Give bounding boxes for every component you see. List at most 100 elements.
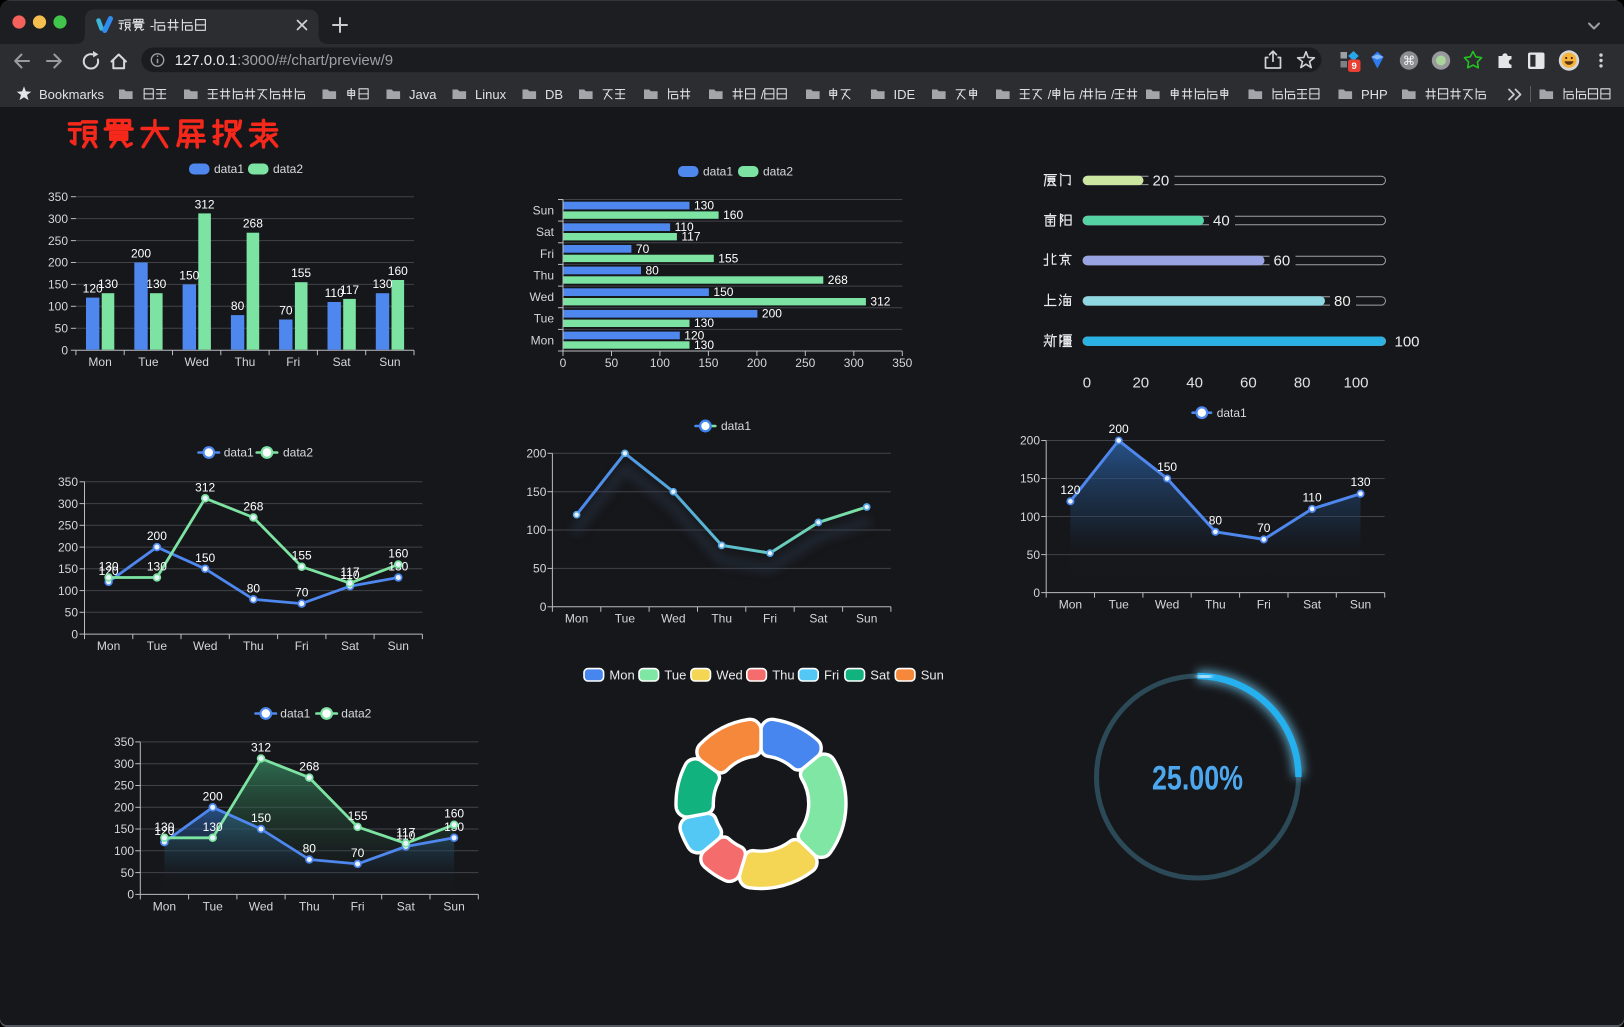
svg-text:130: 130 — [694, 316, 714, 330]
svg-text:130: 130 — [694, 338, 714, 352]
svg-text:IDE: IDE — [894, 87, 916, 102]
svg-text:Thu: Thu — [711, 612, 732, 626]
svg-text:117: 117 — [396, 825, 415, 839]
svg-text:/: / — [1079, 88, 1083, 102]
svg-text:117: 117 — [340, 283, 359, 297]
svg-text:0: 0 — [1083, 375, 1091, 392]
svg-text:150: 150 — [1157, 460, 1177, 474]
svg-text:data2: data2 — [763, 164, 793, 178]
svg-text:60: 60 — [1240, 375, 1257, 392]
svg-text:350: 350 — [892, 356, 912, 370]
svg-text:100: 100 — [58, 584, 78, 598]
svg-text:Mon: Mon — [153, 900, 176, 914]
svg-text:Sat: Sat — [536, 225, 555, 239]
svg-text:80: 80 — [231, 299, 245, 313]
svg-text:120: 120 — [154, 824, 174, 838]
svg-text:200: 200 — [147, 529, 167, 543]
svg-text:70: 70 — [295, 586, 309, 600]
svg-text:150: 150 — [195, 551, 215, 565]
svg-text:PHP: PHP — [1361, 87, 1388, 102]
svg-text:100: 100 — [114, 844, 134, 858]
svg-text:155: 155 — [292, 549, 312, 563]
svg-text:120: 120 — [684, 328, 704, 342]
svg-text:120: 120 — [83, 282, 103, 296]
svg-text:Sun: Sun — [379, 355, 400, 369]
svg-text:Sat: Sat — [809, 612, 828, 626]
svg-text:Thu: Thu — [533, 268, 554, 282]
svg-text:150: 150 — [58, 562, 78, 576]
svg-text:data1: data1 — [703, 164, 733, 178]
svg-text:Tue: Tue — [203, 900, 224, 914]
svg-text:50: 50 — [1027, 548, 1041, 562]
svg-text:Thu: Thu — [235, 355, 256, 369]
svg-text:200: 200 — [131, 247, 151, 261]
svg-text:Fri: Fri — [286, 355, 300, 369]
svg-text:110: 110 — [325, 286, 344, 300]
svg-text:Sun: Sun — [1350, 598, 1371, 612]
svg-text:312: 312 — [195, 480, 215, 494]
svg-text:Mon: Mon — [531, 333, 554, 347]
svg-text:300: 300 — [48, 212, 68, 226]
svg-text:80: 80 — [1209, 513, 1223, 527]
svg-text:150: 150 — [48, 278, 68, 292]
svg-text:Thu: Thu — [772, 668, 794, 683]
svg-text:100: 100 — [1395, 333, 1420, 350]
svg-text:200: 200 — [48, 256, 68, 270]
svg-text:Wed: Wed — [193, 639, 217, 653]
svg-text:Sat: Sat — [397, 900, 416, 914]
svg-text:Sat: Sat — [1303, 598, 1322, 612]
svg-text:250: 250 — [795, 356, 815, 370]
svg-text:300: 300 — [844, 356, 864, 370]
svg-text:/: / — [761, 88, 765, 102]
svg-text:70: 70 — [636, 242, 650, 256]
svg-text:50: 50 — [55, 322, 69, 336]
svg-text:80: 80 — [1334, 293, 1351, 310]
svg-text:Tue: Tue — [664, 668, 686, 683]
svg-text:0: 0 — [560, 356, 567, 370]
svg-text:150: 150 — [114, 822, 134, 836]
svg-text:Fri: Fri — [540, 247, 554, 261]
svg-text:Fri: Fri — [763, 612, 777, 626]
svg-text:110: 110 — [1303, 490, 1322, 504]
svg-text:Sun: Sun — [533, 204, 554, 218]
svg-text:50: 50 — [533, 562, 547, 576]
svg-text:150: 150 — [713, 285, 733, 299]
svg-text:Sat: Sat — [333, 355, 352, 369]
svg-text:Sat: Sat — [870, 668, 890, 683]
svg-text:40: 40 — [1186, 375, 1203, 392]
svg-text:150: 150 — [526, 485, 546, 499]
svg-text:130: 130 — [147, 560, 167, 574]
svg-text:50: 50 — [605, 356, 619, 370]
svg-text:127.0.0.1:3000/#/chart/preview: 127.0.0.1:3000/#/chart/preview/9 — [175, 52, 394, 69]
svg-text:Java: Java — [409, 87, 437, 102]
svg-text:200: 200 — [114, 801, 134, 815]
svg-text:110: 110 — [340, 568, 359, 582]
svg-text:200: 200 — [203, 789, 223, 803]
svg-text:Sat: Sat — [341, 639, 360, 653]
svg-text:Thu: Thu — [1205, 598, 1226, 612]
svg-text:160: 160 — [444, 807, 464, 821]
svg-text:160: 160 — [388, 547, 408, 561]
svg-text:Wed: Wed — [530, 290, 554, 304]
svg-text:/: / — [1048, 88, 1052, 102]
svg-text:100: 100 — [1343, 375, 1368, 392]
svg-text:0: 0 — [71, 627, 78, 641]
svg-text:117: 117 — [681, 230, 700, 244]
svg-text:data2: data2 — [273, 162, 303, 176]
svg-text:data2: data2 — [341, 707, 371, 721]
svg-text:312: 312 — [251, 741, 271, 755]
svg-text:268: 268 — [243, 217, 263, 231]
svg-text:150: 150 — [251, 811, 271, 825]
svg-text:130: 130 — [146, 277, 166, 291]
svg-text:Bookmarks: Bookmarks — [39, 87, 105, 102]
svg-text:0: 0 — [1033, 586, 1040, 600]
svg-text:80: 80 — [646, 263, 660, 277]
svg-text:DB: DB — [545, 87, 563, 102]
svg-text:Linux: Linux — [475, 87, 507, 102]
svg-text:Wed: Wed — [1155, 598, 1179, 612]
svg-text:130: 130 — [99, 560, 119, 574]
svg-text:data2: data2 — [283, 446, 313, 460]
svg-text:155: 155 — [348, 809, 368, 823]
svg-text:50: 50 — [121, 866, 135, 880]
svg-text:Sun: Sun — [388, 639, 409, 653]
